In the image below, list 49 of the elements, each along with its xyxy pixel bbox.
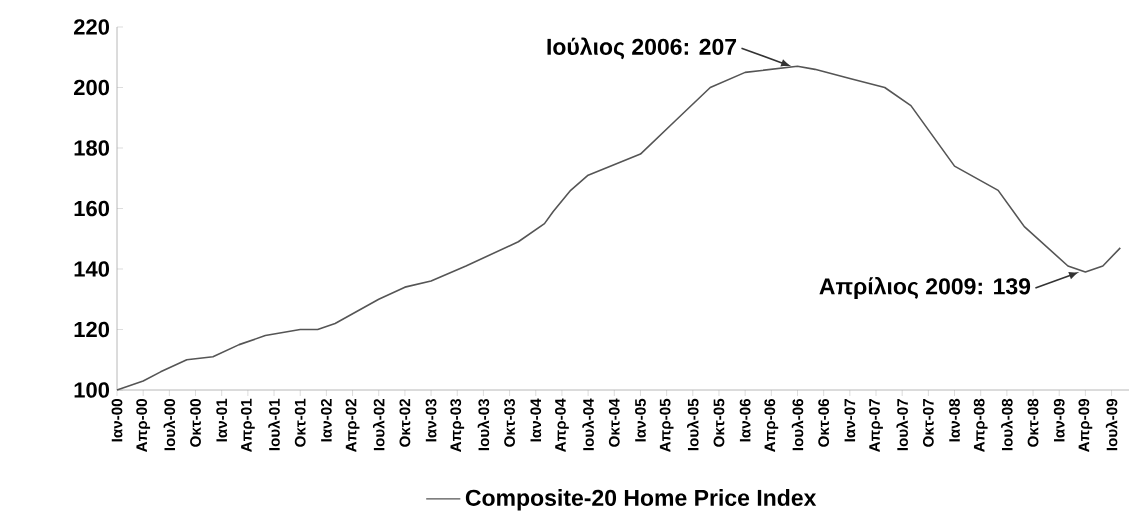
x-tick-label: Ιουλ-09 — [1105, 398, 1118, 451]
x-tick-label: Ιαν-08 — [949, 398, 960, 442]
x-tick-label: Ιουλ-06 — [791, 398, 804, 451]
x-tick-label: Οκτ-03 — [504, 398, 515, 447]
x-tick-label: Ιουλ-07 — [896, 399, 908, 451]
x-tick-label: Ιαν-02 — [320, 399, 332, 442]
x-tick-label: Απρ-09 — [1078, 398, 1093, 453]
x-tick-label: Οκτ-04 — [608, 398, 620, 447]
x-tick-label: Οκτ-01 — [294, 398, 306, 447]
x-tick-label: Ιουλ-08 — [1001, 398, 1013, 451]
x-tick-label: Ιαν-09 — [1053, 398, 1065, 442]
annotation: Ιούλιος 2006: 207 — [547, 37, 737, 60]
x-tick-label: Ιουλ-00 — [163, 399, 176, 451]
x-tick-label: Ιαν-05 — [635, 398, 646, 442]
x-tick-label: Οκτ-02 — [399, 399, 411, 447]
x-tick-label: Ιαν-07 — [844, 399, 856, 442]
x-tick-label: Απρ-08 — [973, 398, 988, 453]
y-tick-label: 140 — [74, 261, 110, 277]
x-tick-label: Οκτ-00 — [190, 399, 201, 447]
y-tick-label: 220 — [73, 19, 110, 35]
x-tick-label: Απρ-00 — [136, 399, 151, 453]
x-tick-label: Ιαν-04 — [530, 398, 542, 442]
y-tick-label: 160 — [74, 200, 110, 217]
x-tick-label: Ιαν-03 — [425, 398, 437, 442]
x-tick-label: Οκτ-05 — [713, 398, 725, 447]
x-tick-label: Απρ-01 — [240, 398, 255, 453]
x-tick-label: Οκτ-06 — [818, 398, 830, 447]
y-tick-label: 200 — [73, 79, 110, 96]
x-tick-label: Απρ-03 — [450, 398, 465, 453]
x-tick-label: Ιαν-06 — [739, 398, 751, 442]
x-tick-label: Ιαν-01 — [216, 398, 228, 442]
x-tick-label: Οκτ-08 — [1027, 398, 1039, 447]
x-tick-label: Απρ-04 — [555, 398, 569, 453]
annotation: Απρίλιος 2009: 139 — [819, 277, 1031, 300]
x-tick-label: Ιουλ-03 — [477, 398, 490, 451]
y-tick-label: 100 — [74, 382, 110, 398]
x-tick-label: Απρ-05 — [659, 398, 674, 453]
x-tick-label: Απρ-07 — [869, 399, 883, 453]
x-tick-label: Ιουλ-05 — [687, 398, 699, 451]
x-tick-label: Απρ-02 — [345, 399, 360, 453]
x-tick-label: Ιουλ-02 — [372, 399, 385, 451]
x-tick-label: Απρ-06 — [764, 398, 779, 453]
x-tick-label: Ιουλ-04 — [582, 398, 594, 451]
x-tick-label: Ιαν-00 — [111, 399, 123, 442]
x-tick-label: Οκτ-07 — [922, 399, 934, 447]
y-tick-label: 120 — [74, 321, 110, 338]
y-tick-label: 180 — [74, 140, 110, 156]
x-tick-label: Ιουλ-01 — [268, 398, 280, 451]
legend-label: Composite-20 Home Price Index — [465, 489, 817, 511]
